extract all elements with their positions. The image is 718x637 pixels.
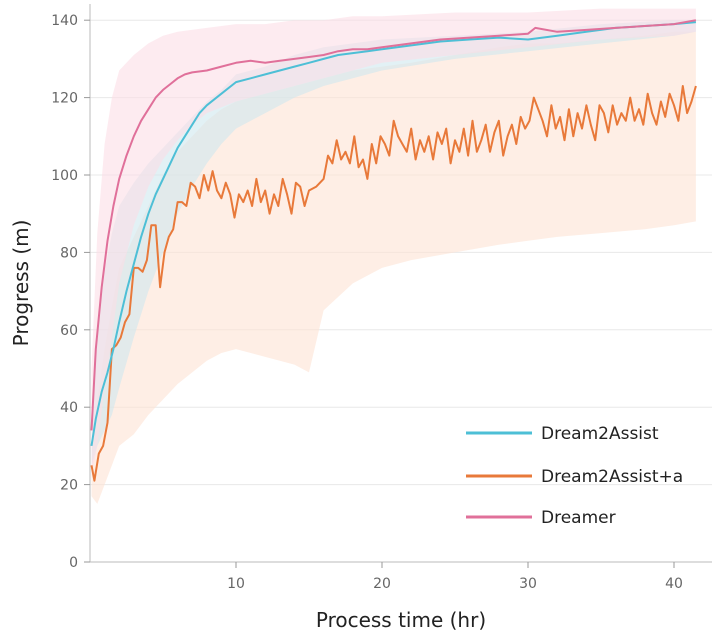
y-tick-label-140: 140 — [51, 13, 78, 29]
y-tick-label-20: 20 — [60, 478, 78, 494]
legend-label-1: Dream2Assist+a — [541, 467, 683, 487]
confidence-bands — [91, 8, 696, 504]
x-tick-label-30: 30 — [519, 576, 537, 592]
band-2 — [91, 8, 696, 477]
tick-labels: 0 20 40 60 80 100 120 140 10 20 30 40 — [51, 13, 683, 592]
y-axis-label: Progress (m) — [9, 220, 33, 347]
y-tick-label-80: 80 — [60, 245, 78, 261]
y-tick-label-40: 40 — [60, 400, 78, 416]
x-tick-label-40: 40 — [665, 576, 683, 592]
series-line-2 — [90, 19, 697, 431]
y-tick-label-0: 0 — [69, 555, 78, 571]
x-tick-label-10: 10 — [227, 576, 245, 592]
legend: Dream2Assist Dream2Assist+a Dreamer — [466, 424, 683, 528]
axes — [89, 4, 712, 563]
x-tick-label-20: 20 — [373, 576, 391, 592]
band-1 — [91, 31, 696, 504]
x-axis-label: Process time (hr) — [316, 608, 486, 632]
legend-label-0: Dream2Assist — [541, 424, 659, 444]
series-line-1 — [90, 85, 697, 482]
y-tick-label-100: 100 — [51, 168, 78, 184]
y-tick-label-120: 120 — [51, 91, 78, 107]
series-line-0 — [90, 21, 696, 447]
y-tick-label-60: 60 — [60, 323, 78, 339]
legend-label-2: Dreamer — [541, 508, 616, 528]
series-lines — [90, 19, 697, 482]
